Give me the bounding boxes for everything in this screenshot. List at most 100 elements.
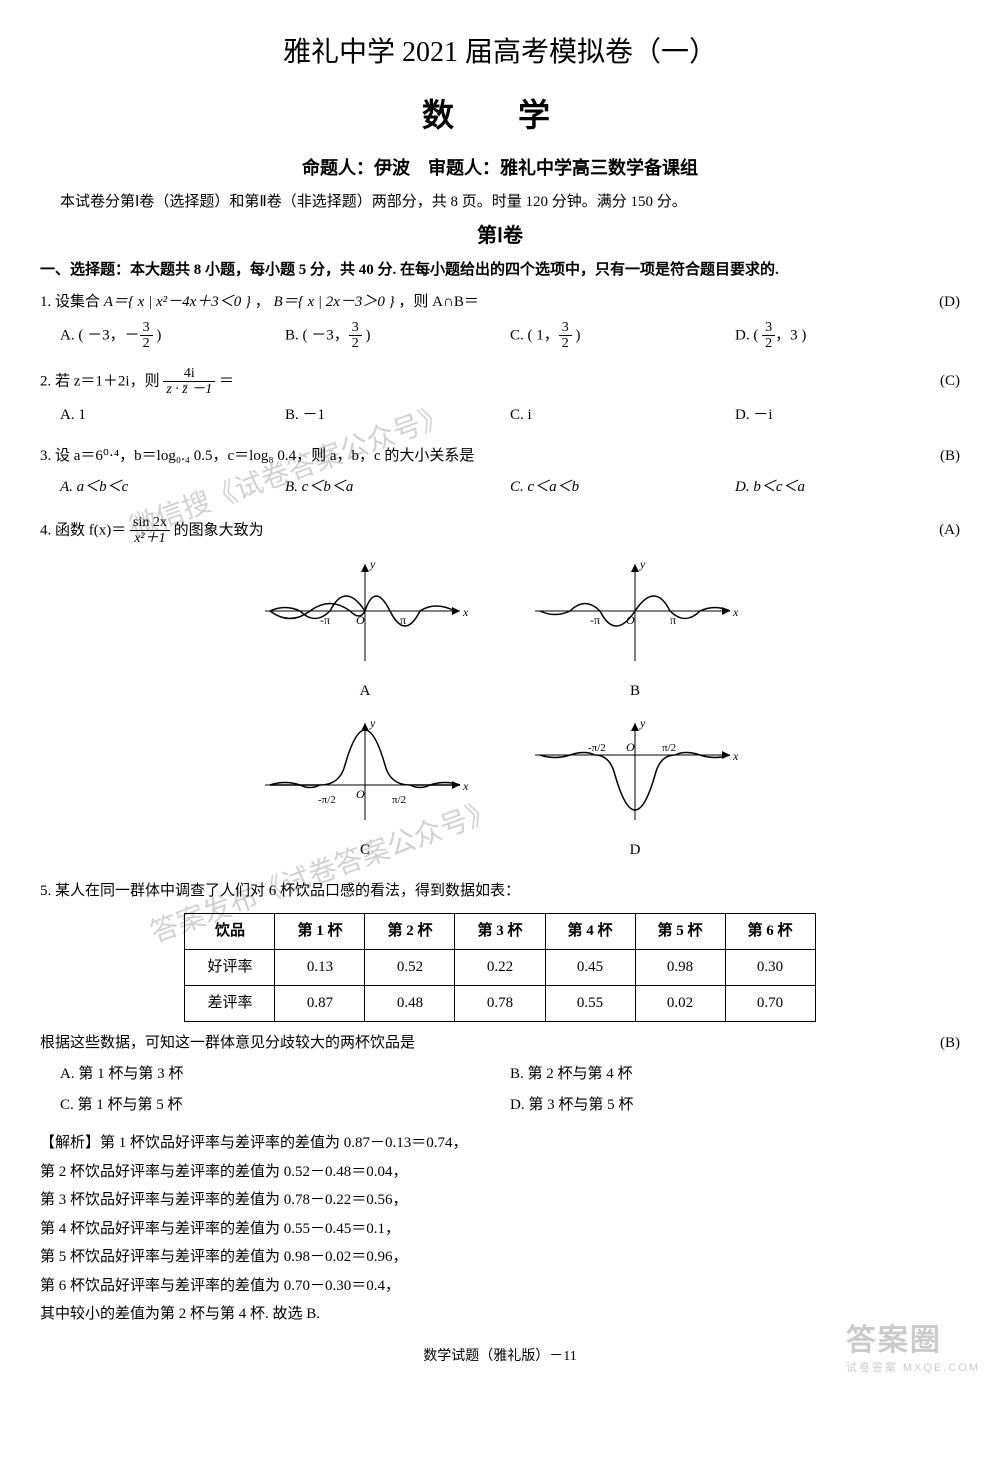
q2-den: z · z̄ －1	[163, 382, 215, 397]
svg-text:x: x	[462, 779, 469, 793]
q5-options: A. 第 1 杯与第 3 杯 B. 第 2 杯与第 4 杯 C. 第 1 杯与第…	[40, 1061, 960, 1123]
part-1-title: 第Ⅰ卷	[40, 219, 960, 248]
q4-answer: (A)	[920, 517, 960, 544]
exp-line-2: 第 3 杯饮品好评率与差评率的差值为 0.78－0.22＝0.56，	[40, 1186, 960, 1215]
svg-text:-π/2: -π/2	[588, 742, 606, 754]
chart-b-svg: x y O -π π	[530, 556, 740, 666]
q3-opt-b: B. c＜b＜a	[285, 474, 510, 501]
q3-options: A. a＜b＜c B. c＜b＜a C. c＜a＜b D. b＜c＜a	[40, 474, 960, 501]
chart-b-label: B	[530, 678, 740, 705]
table-cell: 0.45	[545, 950, 635, 986]
section-1-heading: 一、选择题：本大题共 8 小题，每小题 5 分，共 40 分. 在每小题给出的四…	[40, 258, 960, 279]
q1-suf: ，则 A∩B＝	[398, 294, 478, 310]
subject-title: 数 学	[40, 90, 960, 136]
table-header-cell: 第 4 杯	[545, 914, 635, 950]
q1-set-b: B＝{ x | 2x－3＞0 }	[274, 294, 395, 310]
q1-answer: (D)	[920, 289, 960, 316]
q1-opt-b: B. ( －3，32 )	[285, 320, 510, 352]
q1-pre: 1. 设集合	[40, 294, 104, 310]
svg-text:π/2: π/2	[392, 794, 406, 806]
chart-a-svg: x y O -π π	[260, 556, 470, 666]
q5-opt-b: B. 第 2 杯与第 4 杯	[510, 1061, 960, 1088]
q1-sep: ，	[255, 294, 270, 310]
q2-opt-d: D. －i	[735, 402, 960, 429]
q2-answer: (C)	[920, 368, 960, 395]
table-header-cell: 第 5 杯	[635, 914, 725, 950]
q3-stem: 3. 设 a＝6⁰·⁴，b＝log₀.₄ 0.5，c＝log₈ 0.4，则 a，…	[40, 443, 920, 470]
table-cell: 0.78	[455, 986, 545, 1022]
question-2: 2. 若 z＝1＋2i，则 4iz · z̄ －1 ＝ (C) A. 1 B. …	[40, 366, 960, 429]
q2-opt-a: A. 1	[60, 402, 285, 429]
table-cell: 0.02	[635, 986, 725, 1022]
q1b-pre: B. ( －3，	[285, 327, 349, 343]
table-header-cell: 第 3 杯	[455, 914, 545, 950]
table-cell: 0.70	[725, 986, 815, 1022]
q2-opt-b: B. －1	[285, 402, 510, 429]
q1d-den: 2	[762, 336, 775, 351]
svg-text:π/2: π/2	[662, 742, 676, 754]
svg-text:x: x	[732, 605, 739, 619]
q2-options: A. 1 B. －1 C. i D. －i	[40, 402, 960, 429]
table-cell: 0.98	[635, 950, 725, 986]
table-cell: 0.13	[275, 950, 365, 986]
q5-followup: 根据这些数据，可知这一群体意见分歧较大的两杯饮品是	[40, 1030, 920, 1057]
q1b-num: 3	[349, 320, 362, 336]
svg-text:x: x	[462, 605, 469, 619]
q3-opt-d: D. b＜c＜a	[735, 474, 960, 501]
svg-text:y: y	[639, 557, 646, 571]
q2-num: 4i	[163, 366, 215, 382]
q4-chart-d: x y O -π/2 π/2 D	[530, 715, 740, 864]
q4-den: x²＋1	[130, 531, 170, 546]
table-cell: 0.87	[275, 986, 365, 1022]
q4-chart-c: x y O -π/2 π/2 C	[260, 715, 470, 864]
q1-stem: 1. 设集合 A＝{ x | x²－4x＋3＜0 } ， B＝{ x | 2x－…	[40, 289, 920, 316]
q1-opt-d: D. ( 32，3 )	[735, 320, 960, 352]
q5-answer: (B)	[920, 1030, 960, 1057]
q4-chart-a: x y O -π π A	[260, 556, 470, 705]
q1-opt-a: A. ( －3，－32 )	[60, 320, 285, 352]
exp-line-4: 第 5 杯饮品好评率与差评率的差值为 0.98－0.02＝0.96，	[40, 1243, 960, 1272]
table-cell: 0.55	[545, 986, 635, 1022]
instructions-line: 本试卷分第Ⅰ卷（选择题）和第Ⅱ卷（非选择题）两部分，共 8 页。时量 120 分…	[40, 190, 960, 211]
q5-explanation: 【解析】第 1 杯饮品好评率与差评率的差值为 0.87－0.13＝0.74， 第…	[40, 1129, 960, 1329]
q5-table: 饮品第 1 杯第 2 杯第 3 杯第 4 杯第 5 杯第 6 杯 好评率0.13…	[184, 913, 815, 1022]
table-header-cell: 第 6 杯	[725, 914, 815, 950]
q2-suf: ＝	[219, 373, 234, 389]
exp-line-5: 第 6 杯饮品好评率与差评率的差值为 0.70－0.30＝0.4，	[40, 1272, 960, 1301]
table-cell: 0.52	[365, 950, 455, 986]
authors-line: 命题人：伊波 审题人：雅礼中学高三数学备课组	[40, 154, 960, 180]
q1b-den: 2	[349, 336, 362, 351]
question-4: 4. 函数 f(x)＝ sin 2xx²＋1 的图象大致为 (A) x y O …	[40, 515, 960, 865]
q1b-post: )	[362, 327, 371, 343]
chart-d-svg: x y O -π/2 π/2	[530, 715, 740, 825]
q2-stem: 2. 若 z＝1＋2i，则 4iz · z̄ －1 ＝	[40, 366, 920, 398]
exam-main-title: 雅礼中学 2021 届高考模拟卷（一）	[40, 30, 960, 70]
q1c-den: 2	[559, 336, 572, 351]
q1a-post: )	[153, 327, 162, 343]
q1c-post: )	[572, 327, 581, 343]
svg-text:x: x	[732, 749, 739, 763]
exp-line-1: 第 2 杯饮品好评率与差评率的差值为 0.52－0.48＝0.04，	[40, 1158, 960, 1187]
svg-text:-π/2: -π/2	[318, 794, 336, 806]
page-footer: 数学试题（雅礼版）－11	[40, 1345, 960, 1365]
q4-chart-b: x y O -π π B	[530, 556, 740, 705]
table-header-row: 饮品第 1 杯第 2 杯第 3 杯第 4 杯第 5 杯第 6 杯	[185, 914, 815, 950]
q5-opt-d: D. 第 3 杯与第 5 杯	[510, 1092, 960, 1119]
question-1: 1. 设集合 A＝{ x | x²－4x＋3＜0 } ， B＝{ x | 2x－…	[40, 289, 960, 352]
svg-text:O: O	[626, 740, 635, 754]
table-cell: 差评率	[185, 986, 275, 1022]
q4-charts-row1: x y O -π π A x y O -π π	[40, 556, 960, 705]
svg-text:y: y	[369, 557, 376, 571]
table-row: 好评率0.130.520.220.450.980.30	[185, 950, 815, 986]
table-header-cell: 第 2 杯	[365, 914, 455, 950]
svg-text:y: y	[369, 716, 376, 730]
q3-opt-a: A. a＜b＜c	[60, 474, 285, 501]
svg-text:y: y	[639, 716, 646, 730]
table-row: 差评率0.870.480.780.550.020.70	[185, 986, 815, 1022]
svg-text:-π: -π	[590, 613, 600, 627]
q4-suf: 的图象大致为	[174, 522, 264, 538]
q1-opt-c: C. ( 1，32 )	[510, 320, 735, 352]
table-cell: 0.30	[725, 950, 815, 986]
chart-d-label: D	[530, 837, 740, 864]
q3-opt-c: C. c＜a＜b	[510, 474, 735, 501]
